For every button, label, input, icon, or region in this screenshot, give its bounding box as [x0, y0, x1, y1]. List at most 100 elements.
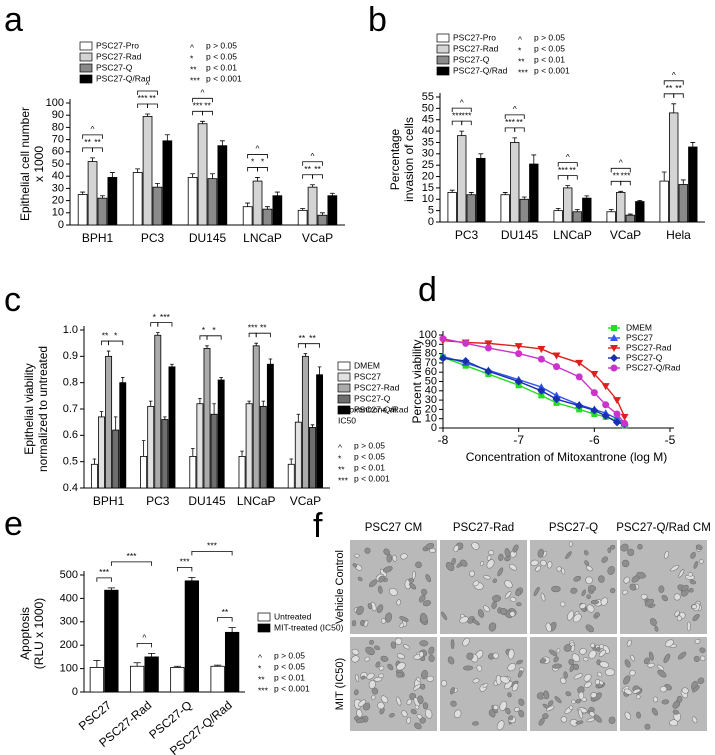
x-tick-label: DU145 — [189, 231, 227, 245]
cell — [672, 709, 679, 715]
p-legend-symbol: ** — [190, 64, 197, 74]
cell — [385, 612, 392, 623]
cell — [588, 649, 597, 659]
cell — [429, 548, 437, 553]
cell — [695, 544, 703, 551]
bar — [142, 116, 153, 226]
cell — [472, 678, 480, 684]
bar — [563, 187, 573, 223]
cell — [351, 648, 360, 656]
cell — [441, 680, 448, 687]
cell — [643, 657, 650, 665]
legend-swatch — [337, 394, 351, 404]
data-point — [484, 340, 493, 348]
cell — [687, 572, 693, 577]
significance-bracket — [247, 167, 258, 172]
cell — [624, 659, 631, 668]
p-legend-text: p < 0.001 — [354, 473, 390, 483]
significance-bracket — [305, 343, 320, 348]
p-legend-symbol: ** — [258, 674, 265, 684]
cell — [499, 607, 508, 616]
cell — [492, 652, 499, 659]
cell — [426, 675, 434, 682]
error-bar — [147, 652, 156, 657]
y-tick-label: 40 — [425, 385, 437, 397]
cell — [419, 640, 429, 647]
legend-label: PSC27-Rad — [354, 382, 400, 392]
significance-bracket — [192, 110, 203, 116]
bar — [316, 374, 324, 489]
bar — [207, 178, 218, 226]
cell — [692, 613, 700, 622]
bar — [129, 665, 145, 693]
bar — [189, 455, 197, 489]
cell — [693, 655, 700, 663]
p-legend-text: p < 0.05 — [206, 51, 237, 61]
legend-label: PSC27-Q/Rad — [626, 362, 681, 372]
y-tick-label: 30 — [422, 148, 434, 160]
y-tick-label: 0.9 — [63, 350, 78, 362]
micrograph — [440, 637, 527, 731]
cell — [380, 695, 389, 704]
cell — [607, 566, 615, 575]
cell — [420, 588, 428, 596]
cell — [657, 669, 667, 678]
cell — [565, 691, 572, 697]
cell — [583, 673, 592, 682]
bar — [154, 334, 162, 489]
micrograph — [440, 540, 527, 634]
data-point — [602, 401, 610, 409]
bar — [119, 382, 127, 489]
significance-bracket — [557, 175, 569, 180]
cell — [681, 687, 689, 694]
data-point — [575, 373, 583, 381]
cell — [572, 613, 582, 623]
column-label: PSC27 CM — [365, 522, 423, 534]
cell — [422, 702, 429, 710]
p-legend-text: p > 0.05 — [274, 650, 305, 660]
cell — [365, 646, 375, 656]
cell — [419, 683, 426, 690]
error-bar — [163, 416, 167, 420]
y-tick-label: 10 — [52, 207, 64, 219]
cell — [516, 602, 522, 607]
cell — [509, 611, 516, 617]
cell — [419, 717, 426, 724]
cell — [626, 639, 632, 647]
cell — [674, 610, 680, 617]
cell — [692, 716, 698, 724]
bar — [519, 198, 529, 223]
cell — [362, 702, 371, 711]
cell — [630, 654, 636, 662]
error-bar — [247, 400, 251, 404]
cell — [395, 637, 403, 645]
y-tick-label: 10 — [425, 413, 437, 425]
significance-label: ^ — [142, 633, 146, 643]
x-axis-label: Concentration of Mitoxantrone (log M) — [466, 450, 667, 464]
significance-bracket — [137, 103, 148, 108]
cell — [486, 559, 495, 569]
cell — [414, 705, 420, 710]
error-bar — [190, 173, 196, 178]
bar — [98, 416, 105, 489]
bar — [242, 206, 253, 226]
bar — [272, 195, 283, 226]
cell — [590, 600, 599, 605]
bar — [104, 589, 119, 693]
bar — [457, 135, 467, 223]
bar — [152, 186, 163, 226]
significance-bracket — [157, 322, 173, 327]
cell — [636, 571, 646, 579]
cell — [516, 659, 523, 665]
y-tick-label: 100 — [419, 329, 437, 341]
data-point — [537, 383, 546, 391]
cell — [471, 541, 480, 550]
significance-label: ^ — [201, 88, 205, 98]
cell — [450, 687, 455, 695]
legend-label: PSC27-Q — [453, 54, 490, 64]
cell — [400, 553, 408, 560]
cell — [530, 559, 539, 567]
cell — [383, 548, 390, 556]
cell — [357, 576, 363, 582]
x-tick-label: PC3 — [146, 494, 170, 508]
